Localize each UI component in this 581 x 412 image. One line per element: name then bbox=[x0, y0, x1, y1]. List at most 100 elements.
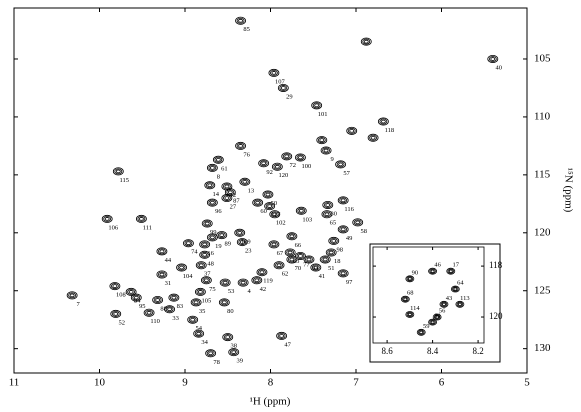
peak bbox=[268, 240, 280, 249]
contour bbox=[199, 250, 211, 259]
x-tick-label: 8 bbox=[268, 377, 274, 389]
contour bbox=[316, 136, 328, 145]
inset-frame bbox=[372, 246, 485, 344]
peak-label: 105 bbox=[202, 297, 212, 304]
peak bbox=[66, 291, 78, 300]
x-axis-label: ¹H (ppm) bbox=[250, 396, 291, 408]
contour bbox=[183, 239, 194, 248]
contour bbox=[377, 117, 389, 126]
contour bbox=[255, 200, 261, 205]
contour bbox=[335, 160, 347, 169]
contour bbox=[435, 315, 440, 319]
contour bbox=[202, 277, 211, 284]
contour bbox=[286, 249, 295, 256]
peak-label: 61 bbox=[221, 165, 228, 172]
peak-label: 56 bbox=[439, 308, 446, 315]
contour bbox=[276, 331, 288, 340]
contour bbox=[362, 38, 371, 45]
peak bbox=[284, 248, 296, 257]
peak bbox=[109, 282, 121, 291]
contour bbox=[109, 282, 121, 291]
contour bbox=[457, 302, 462, 306]
peak bbox=[219, 278, 231, 287]
contour bbox=[322, 147, 330, 154]
contour bbox=[103, 215, 112, 222]
contour bbox=[216, 231, 228, 240]
contour bbox=[236, 17, 245, 24]
contour bbox=[446, 267, 456, 275]
contour bbox=[237, 278, 249, 287]
peak bbox=[204, 181, 216, 190]
contour bbox=[113, 312, 119, 316]
contour bbox=[271, 242, 277, 247]
peak bbox=[487, 54, 499, 63]
contour bbox=[295, 206, 307, 215]
contour bbox=[209, 166, 215, 170]
y-tick-label: 120 bbox=[489, 311, 503, 321]
peak bbox=[194, 287, 206, 296]
contour bbox=[298, 155, 303, 160]
peak-label: 91 bbox=[434, 313, 441, 320]
contour bbox=[221, 279, 230, 286]
contour bbox=[346, 126, 358, 135]
contour bbox=[433, 314, 441, 320]
contour bbox=[312, 102, 321, 109]
contour bbox=[200, 251, 209, 258]
contour bbox=[238, 144, 243, 148]
peak bbox=[112, 167, 124, 176]
contour bbox=[68, 292, 77, 299]
contour bbox=[418, 329, 425, 335]
peak-label: 60 bbox=[260, 208, 267, 215]
contour bbox=[128, 290, 134, 294]
peak-label: 4 bbox=[248, 288, 252, 295]
peak-label: 54 bbox=[195, 325, 202, 332]
contour bbox=[205, 182, 214, 189]
peak-label: 34 bbox=[201, 339, 208, 346]
contour bbox=[237, 230, 243, 235]
contour bbox=[297, 207, 306, 214]
contour bbox=[137, 215, 146, 222]
peak bbox=[295, 206, 307, 215]
peak bbox=[252, 198, 264, 207]
x-tick-label: 5 bbox=[524, 377, 530, 389]
contour bbox=[279, 85, 288, 91]
peak bbox=[206, 163, 218, 172]
contour bbox=[214, 156, 223, 163]
contour bbox=[340, 227, 346, 232]
contour bbox=[289, 234, 295, 239]
peak-label: 16 bbox=[207, 250, 214, 257]
peak bbox=[256, 268, 268, 277]
contour bbox=[146, 310, 152, 315]
peak-label: 66 bbox=[295, 242, 302, 249]
contour bbox=[406, 276, 414, 282]
contour bbox=[319, 255, 331, 264]
y-tick-label: 115 bbox=[534, 168, 551, 180]
peak-label: 30 bbox=[331, 210, 338, 217]
y-tick-label: 120 bbox=[534, 226, 551, 238]
peak-label: 89 bbox=[225, 241, 232, 248]
contour bbox=[192, 299, 201, 306]
contour bbox=[270, 241, 278, 248]
peak-label: 80 bbox=[227, 308, 234, 315]
peak bbox=[216, 231, 228, 240]
peak-label: 67 bbox=[277, 250, 284, 257]
contour bbox=[264, 202, 276, 211]
contour bbox=[110, 309, 122, 318]
peak bbox=[352, 218, 364, 227]
peak-label: 119 bbox=[263, 278, 273, 285]
peak bbox=[152, 295, 164, 304]
contour bbox=[322, 200, 334, 209]
contour bbox=[193, 300, 199, 305]
contour bbox=[349, 128, 355, 133]
contour bbox=[298, 254, 303, 258]
peak bbox=[446, 267, 456, 275]
contour bbox=[339, 226, 348, 233]
contour bbox=[432, 313, 442, 321]
contour bbox=[138, 217, 144, 221]
contour bbox=[236, 142, 245, 149]
peak-label: 18 bbox=[334, 258, 341, 265]
peak-label: 19 bbox=[215, 243, 222, 250]
contour bbox=[264, 191, 272, 198]
peak-label: 100 bbox=[302, 163, 312, 170]
peak bbox=[224, 188, 236, 197]
